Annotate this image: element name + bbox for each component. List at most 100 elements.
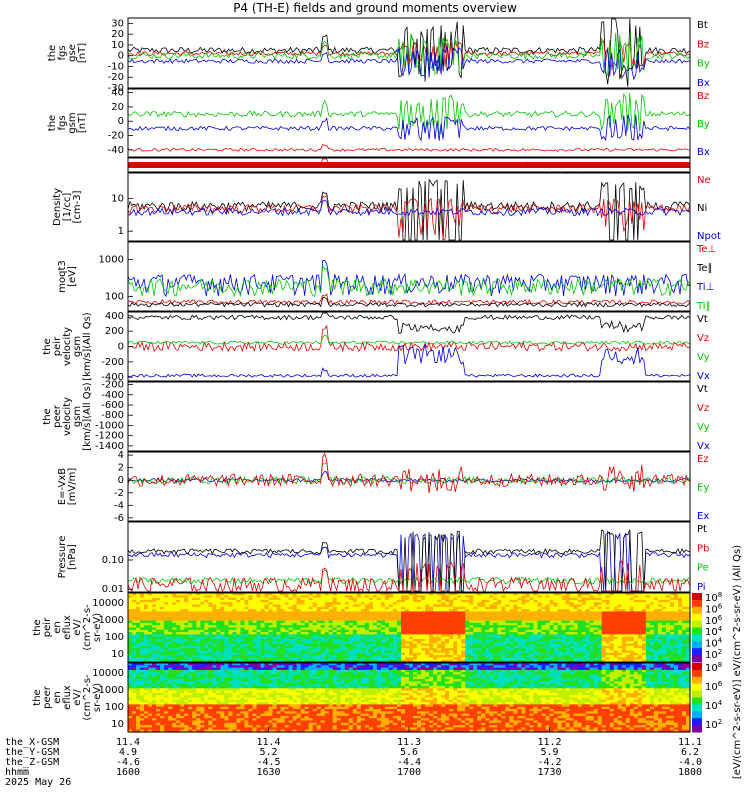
heatmap-cell [425,593,430,596]
heatmap-cell [649,613,655,617]
heatmap-cell [401,618,406,622]
heatmap-cell [188,602,193,606]
heatmap-cell [481,655,486,658]
heatmap-cell [128,669,133,673]
y-axis-label: gsm [72,336,83,357]
heatmap-cell [284,669,290,673]
heatmap-cell [220,650,225,654]
heatmap-cell [280,632,286,635]
heatmap-cell [533,611,538,615]
heatmap-cell [144,659,149,663]
heatmap-cell [549,655,555,658]
heatmap-cell [300,652,306,656]
heatmap-cell [645,625,651,629]
heatmap-cell [633,599,639,603]
heatmap-cell [678,665,683,669]
heatmap-cell [569,620,575,624]
heatmap-cell [581,616,587,619]
heatmap-cell [276,657,282,661]
heatmap-cell [200,672,205,676]
heatmap-cell [284,629,290,633]
heatmap-cell [529,625,534,629]
heatmap-cell [192,613,197,617]
heatmap-cell [429,620,434,624]
heatmap-cell [232,622,237,626]
heatmap-cell [609,636,615,640]
heatmap-cell [328,648,334,652]
heatmap-cell [336,645,342,649]
heatmap-cell [316,643,322,647]
heatmap-cell [513,659,518,663]
heatmap-cell [505,616,510,619]
heatmap-cell [280,667,286,671]
heatmap-cell [324,611,330,615]
heatmap-cell [244,636,249,640]
heatmap-cell [577,611,583,615]
heatmap-cell [272,609,278,612]
heatmap-cell [216,667,221,671]
heatmap-cell [533,632,538,635]
heatmap-cell [509,622,514,626]
heatmap-cell [682,606,687,610]
heatmap-cell [332,622,338,626]
heatmap-cell [356,636,362,640]
heatmap-cell [645,629,651,633]
heatmap-cell [136,627,141,631]
heatmap-cell [224,620,229,624]
heatmap-cell [678,641,683,645]
heatmap-cell [152,629,157,633]
heatmap-cell [473,659,478,663]
panel-5: the peir velocity gsm [km/s](All Qs) 4002000-… [42,311,710,383]
heatmap-cell [392,627,398,631]
heatmap-cell [525,613,530,617]
heatmap-cell [409,627,414,631]
heatmap-cell [529,669,534,673]
heatmap-cell [324,636,330,640]
heatmap-cell [172,667,177,671]
heatmap-cell [409,625,414,629]
heatmap-cell [176,667,181,671]
heatmap-cell [204,669,209,673]
heatmap-cell [673,663,679,666]
heatmap-cell [340,663,346,666]
heatmap-cell [152,634,157,638]
heatmap-cell [489,622,494,626]
heatmap-cell [372,667,378,671]
heatmap-cell [232,652,237,656]
heatmap-cell [421,597,426,601]
heatmap-cell [557,595,563,599]
heatmap-cell [437,606,442,610]
heatmap-cell [573,643,579,647]
heatmap-cell [332,620,338,624]
heatmap-cell [573,629,579,633]
heatmap-cell [384,595,390,599]
heatmap-cell [405,636,410,640]
heatmap-cell [669,613,675,617]
heatmap-cell [160,618,165,622]
heatmap-cell [164,599,169,603]
heatmap-cell [132,625,137,629]
heatmap-cell [481,636,486,640]
heatmap-cell [344,659,350,663]
heatmap-cell [344,657,350,661]
heatmap-cell [204,604,209,608]
heatmap-cell [188,625,193,629]
heatmap-cell [441,665,446,669]
heatmap-cell [244,650,249,654]
heatmap-cell [405,669,410,673]
heatmap-cell [376,599,382,603]
heatmap-cell [533,609,538,612]
heatmap-cell [320,639,326,642]
heatmap-cell [617,625,623,629]
heatmap-cell [176,669,181,673]
heatmap-cell [164,620,169,624]
heatmap-cell [501,593,506,596]
heatmap-cell [573,595,579,599]
heatmap-cell [340,629,346,633]
heatmap-cell [252,606,257,610]
heatmap-cell [517,618,522,622]
heatmap-cell [296,613,302,617]
heatmap-cell [682,632,687,635]
heatmap-cell [268,652,274,656]
heatmap-cell [376,636,382,640]
